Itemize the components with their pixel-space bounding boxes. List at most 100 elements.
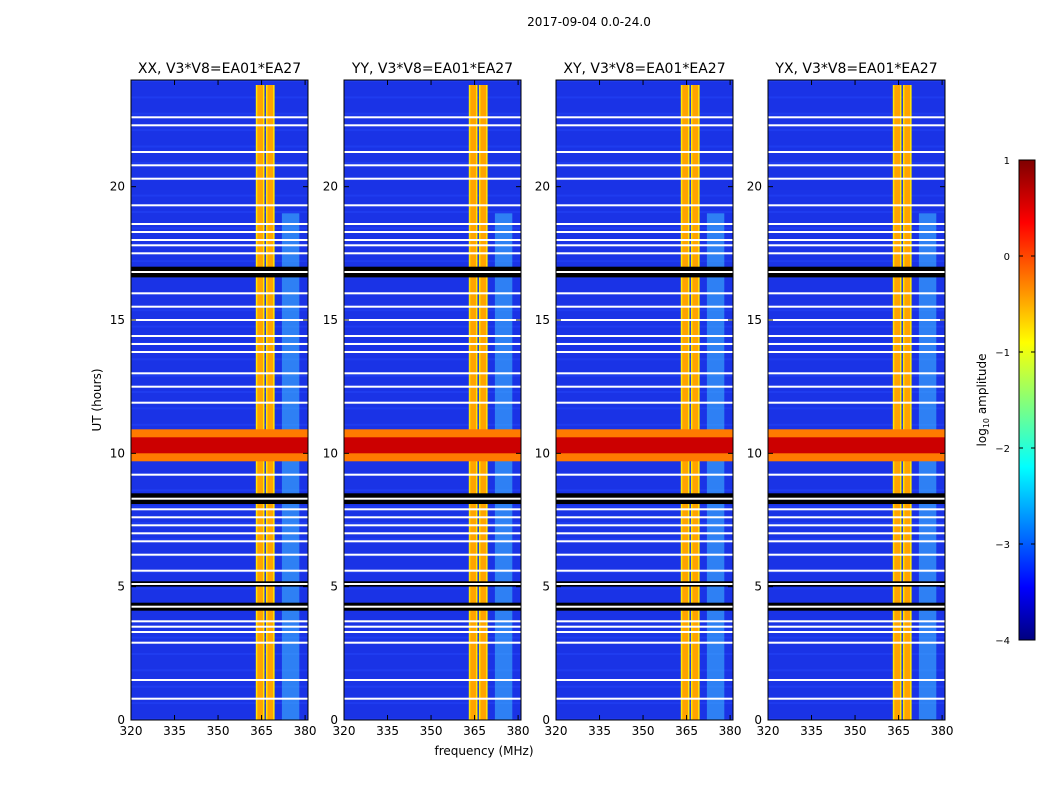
spectrogram-background (768, 80, 945, 720)
flagged-row (556, 305, 733, 308)
noise-texture (131, 96, 308, 99)
flagged-row (556, 343, 733, 345)
noise-texture (768, 194, 945, 197)
panel-title: XY, V3*V8=EA01*EA27 (563, 61, 725, 77)
noise-texture (131, 341, 308, 344)
y-tick-label: 20 (747, 180, 762, 194)
flagged-row (131, 204, 308, 207)
flagged-row (344, 252, 521, 255)
noise-texture (768, 260, 945, 263)
flagged-row (556, 641, 733, 644)
flagged-row (344, 532, 521, 535)
panel-xy: XY, V3*V8=EA01*EA27 320 335 350 365 380 0 5 10 15… (535, 61, 742, 738)
x-axis-label: frequency (MHz) (434, 744, 533, 758)
flagged-row (131, 473, 308, 476)
noise-texture (131, 374, 308, 377)
noise-texture (344, 522, 521, 524)
noise-texture (768, 112, 945, 115)
noise-texture (556, 702, 733, 705)
y-tick-label: 5 (117, 580, 125, 594)
x-tick-label: 380 (507, 724, 530, 738)
panel-frame (130, 79, 309, 721)
flagged-row (556, 204, 733, 207)
flagged-row (131, 524, 308, 527)
flagged-row (344, 569, 521, 572)
flagged-row (131, 252, 308, 255)
noise-texture (131, 505, 308, 508)
flagged-row (768, 204, 945, 207)
flagged-row (131, 641, 308, 644)
flagged-row (131, 343, 308, 345)
flagged-row (556, 516, 733, 519)
noise-texture (768, 391, 945, 393)
flagged-row (768, 508, 945, 511)
colorbar-label: log10 amplitude (975, 354, 991, 447)
y-tick-label: 0 (117, 713, 125, 727)
noise-texture (556, 341, 733, 344)
y-tick-label: 0 (330, 713, 338, 727)
noise-texture (131, 145, 308, 148)
noise-texture (768, 423, 945, 426)
flagged-row (344, 204, 521, 207)
noise-texture (131, 129, 308, 132)
flagged-row (768, 343, 945, 345)
flagged-row (768, 631, 945, 633)
flagged-row (768, 473, 945, 476)
flagged-row (131, 292, 308, 295)
noise-texture (556, 309, 733, 312)
flagged-row (131, 151, 308, 153)
flagged-gap-line (131, 605, 308, 608)
flagged-row (344, 620, 521, 623)
flagged-row (344, 151, 521, 153)
flagged-row (768, 385, 945, 388)
y-tick-label: 10 (535, 446, 550, 460)
x-tick-label: 365 (250, 724, 273, 738)
flagged-row (131, 319, 308, 321)
noise-texture (131, 358, 308, 361)
flagged-row (768, 553, 945, 556)
flagged-row (768, 252, 945, 255)
noise-texture (556, 407, 733, 410)
flagged-row (344, 508, 521, 511)
spectrogram-background (131, 80, 308, 720)
noise-texture (556, 505, 733, 508)
flagged-row (556, 244, 733, 247)
y-tick-label: 20 (535, 180, 550, 194)
spectrogram-background (344, 80, 521, 720)
flagged-row (344, 625, 521, 628)
noise-texture (768, 407, 945, 410)
flagged-row (131, 305, 308, 308)
x-tick-label: 320 (545, 724, 568, 738)
noise-texture (556, 391, 733, 393)
flagged-row (344, 244, 521, 247)
noise-texture (344, 669, 521, 672)
flagged-gap-line (131, 271, 308, 273)
flagged-row (344, 372, 521, 375)
flagged-row (556, 292, 733, 295)
flagged-row (344, 631, 521, 633)
noise-texture (131, 194, 308, 197)
y-tick-label: 5 (330, 580, 338, 594)
flagged-gap-line (556, 497, 733, 500)
noise-texture (556, 653, 733, 655)
noise-texture (344, 358, 521, 361)
flagged-row (131, 697, 308, 700)
flagged-row (556, 625, 733, 628)
flagged-row (768, 372, 945, 375)
flagged-row (131, 569, 308, 572)
y-tick-label: 15 (323, 313, 338, 327)
noise-texture (768, 80, 945, 82)
flagged-row (556, 252, 733, 255)
noise-texture (344, 211, 521, 213)
y-tick-label: 10 (747, 446, 762, 460)
flagged-row (131, 553, 308, 556)
noise-texture (556, 636, 733, 639)
panel-frame (343, 79, 522, 721)
noise-texture (768, 309, 945, 312)
x-tick-label: 335 (800, 724, 823, 738)
flagged-row (556, 524, 733, 527)
flagged-row (768, 625, 945, 628)
noise-texture (768, 702, 945, 705)
noise-texture (768, 161, 945, 164)
noise-texture (556, 571, 733, 574)
